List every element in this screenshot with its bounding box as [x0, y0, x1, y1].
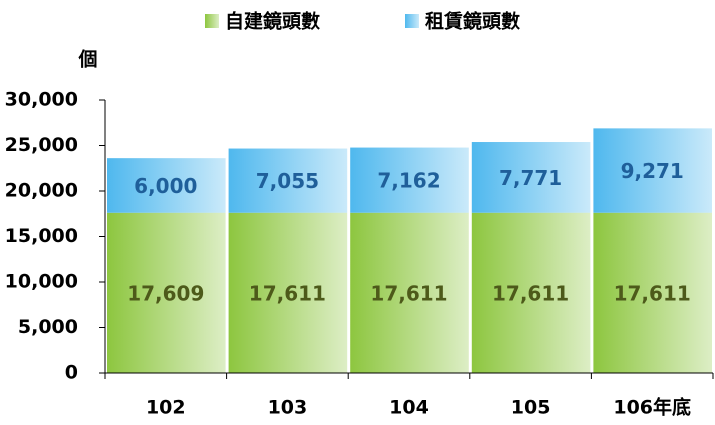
legend-label: 自建鏡頭數: [225, 10, 320, 33]
value-label: 7,771: [499, 166, 562, 190]
value-label: 17,611: [370, 281, 447, 305]
y-tick-label: 0: [65, 362, 78, 384]
bar-segment: [228, 148, 348, 213]
value-label: 7,055: [256, 169, 319, 193]
value-label: 6,000: [134, 174, 197, 198]
legend-label: 租賃鏡頭數: [425, 10, 520, 33]
bar-segment: [350, 147, 469, 213]
value-label: 7,162: [377, 169, 440, 193]
bar-segment: [350, 212, 469, 373]
y-tick-label: 15,000: [5, 225, 78, 247]
x-tick-label: 106年底: [613, 396, 691, 419]
legend-swatch: [405, 14, 419, 28]
y-tick-label: 10,000: [5, 271, 78, 293]
x-tick-label: 102: [146, 397, 186, 419]
value-label: 9,271: [621, 159, 684, 183]
y-tick-label: 5,000: [18, 316, 78, 338]
legend-swatch: [205, 14, 219, 28]
x-tick-label: 104: [389, 397, 429, 419]
bar-segment: [471, 142, 591, 213]
value-label: 17,609: [127, 281, 204, 305]
bar-segment: [107, 212, 226, 373]
y-tick-label: 30,000: [5, 89, 78, 111]
value-label: 17,611: [492, 281, 569, 305]
bar-segment: [228, 212, 348, 373]
bar-segment: [471, 212, 591, 373]
bar-segment: [107, 158, 226, 213]
value-label: 17,611: [249, 281, 326, 305]
value-label: 17,611: [614, 281, 691, 305]
x-tick-label: 105: [511, 397, 551, 419]
y-tick-label: 20,000: [5, 180, 78, 202]
x-tick-label: 103: [268, 397, 308, 419]
y-axis-label: 個: [77, 49, 97, 71]
bar-segment: [593, 212, 712, 373]
y-tick-label: 25,000: [5, 134, 78, 156]
bar-segment: [593, 128, 712, 213]
